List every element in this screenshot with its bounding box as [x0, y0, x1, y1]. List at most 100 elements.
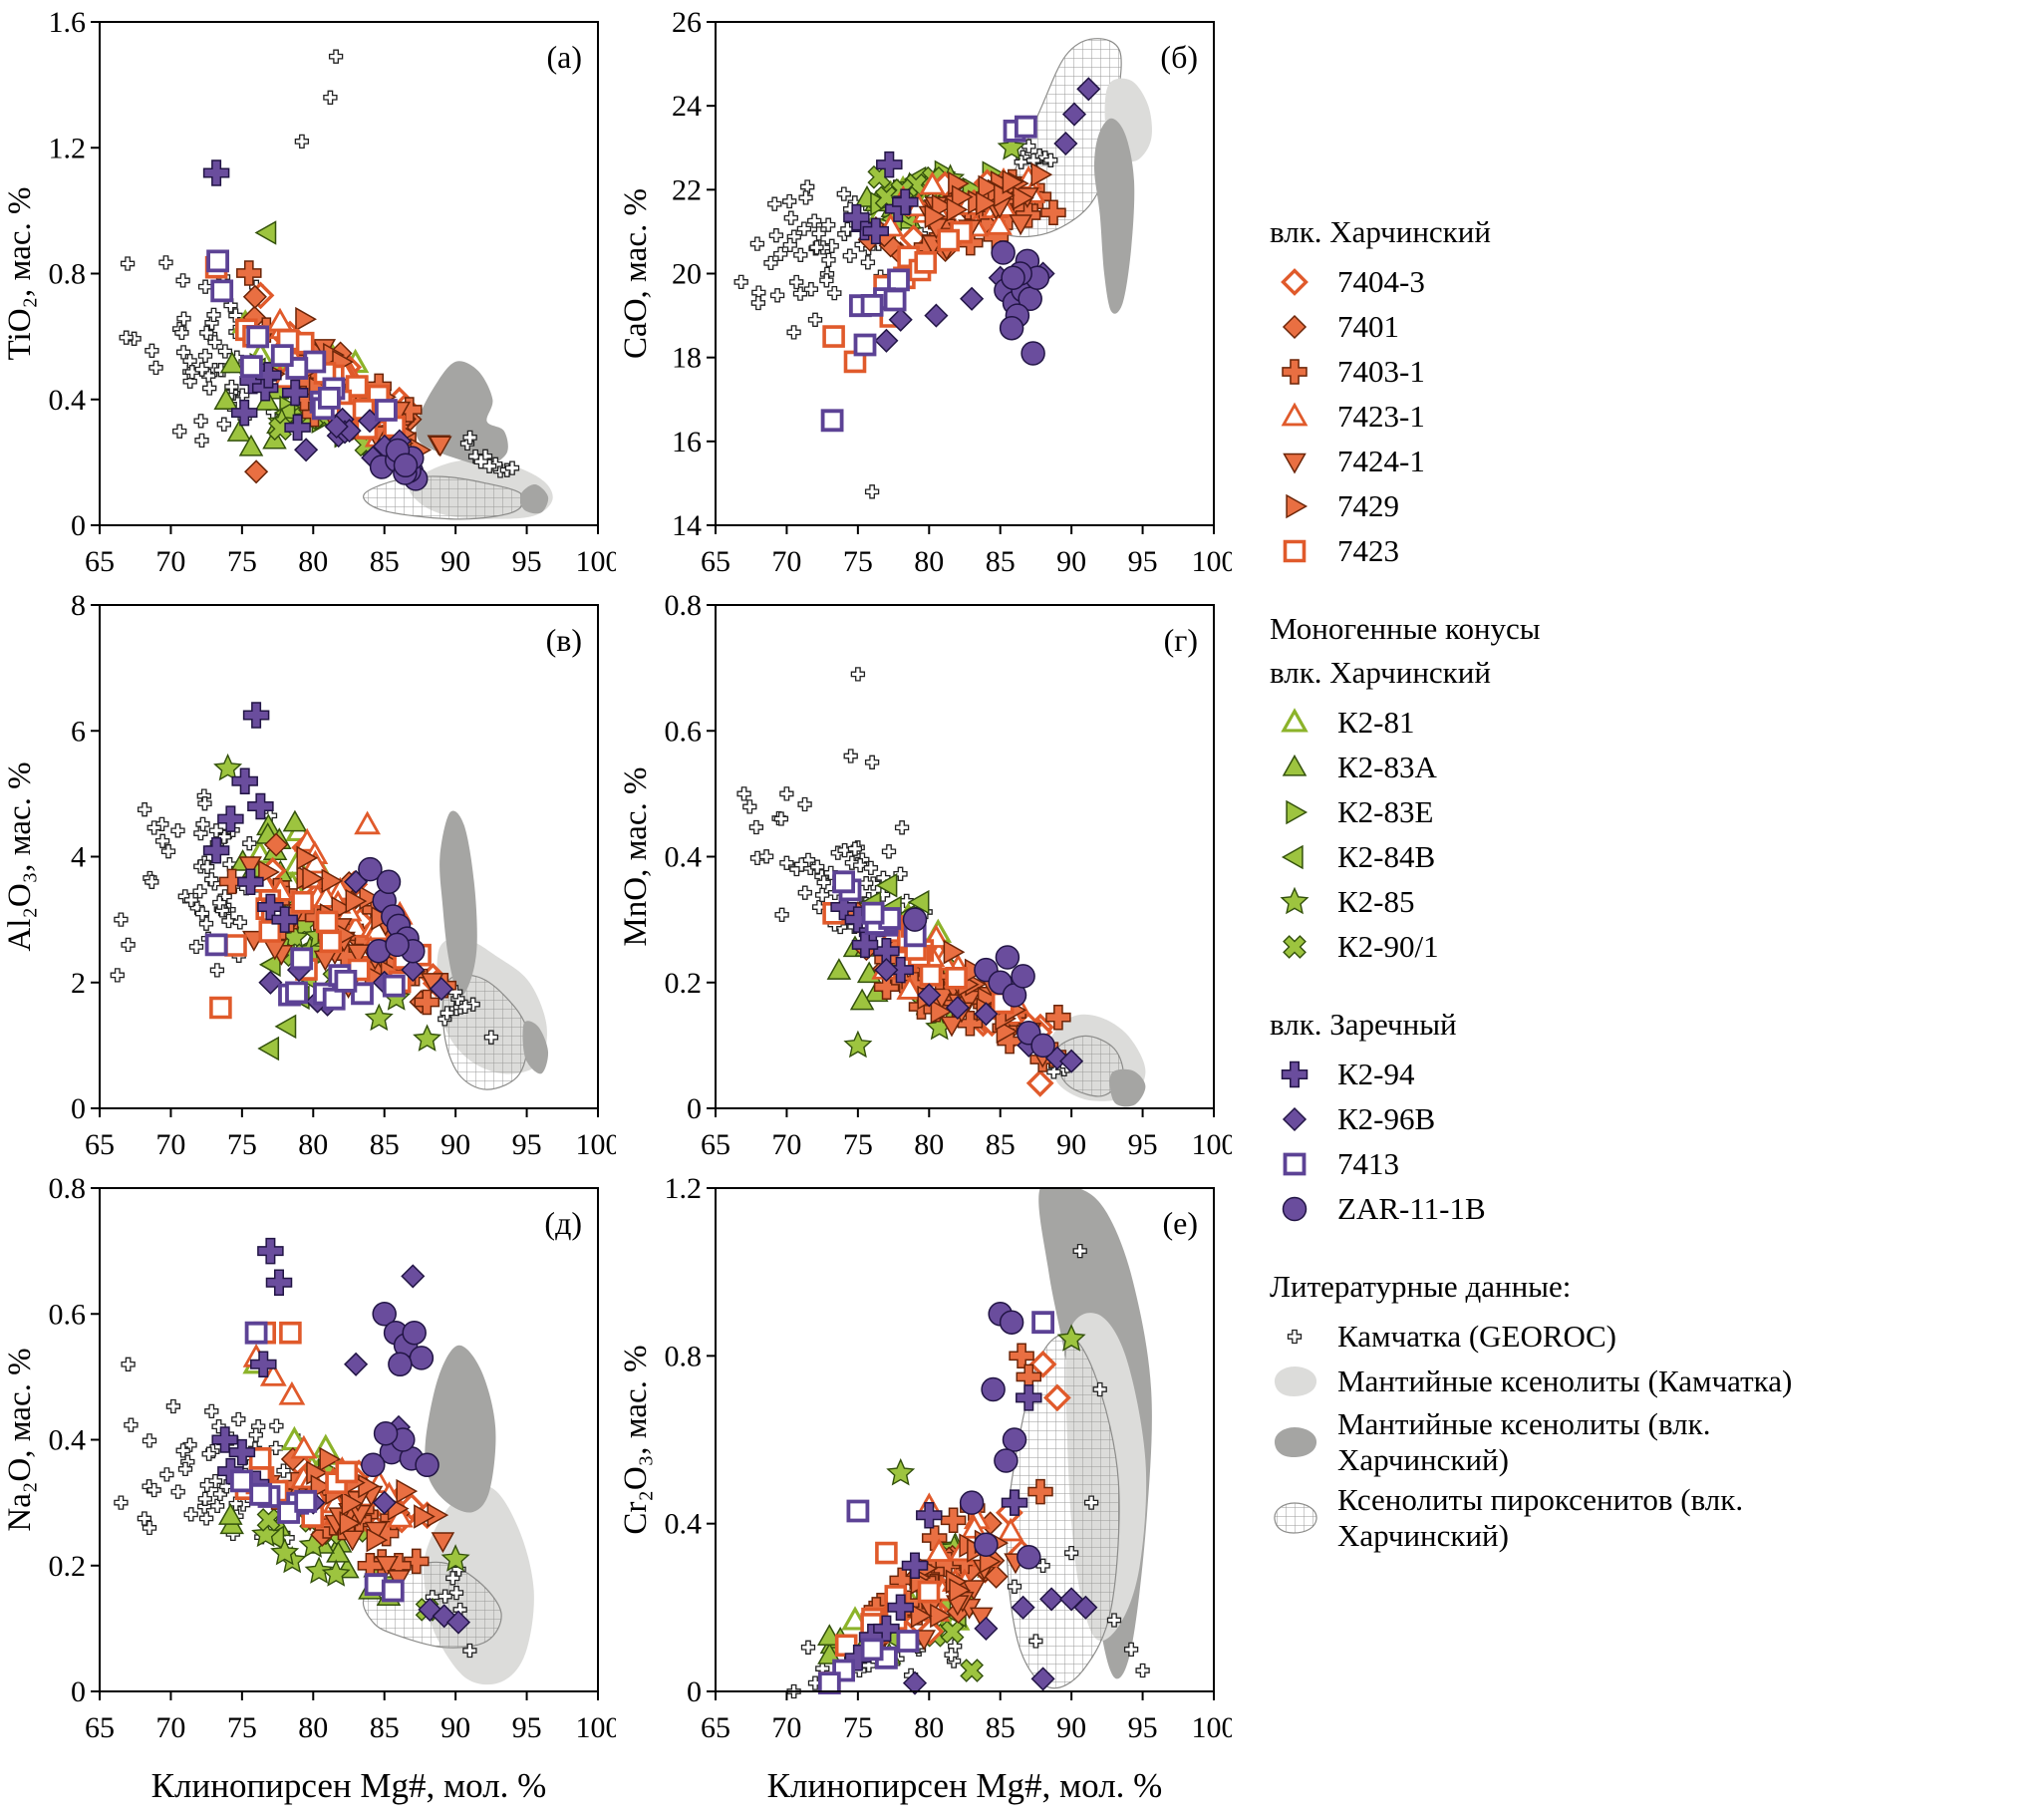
- x-tick-label: 100: [1192, 1128, 1233, 1161]
- x-tick-label: 65: [701, 1128, 730, 1161]
- x-tick-label: 95: [512, 1128, 542, 1161]
- x-tick-label: 85: [986, 1128, 1016, 1161]
- x-tick-label: 85: [986, 1711, 1016, 1744]
- y-tick-label: 0.8: [665, 1340, 703, 1372]
- legend-item: К2-83А: [1268, 748, 2031, 787]
- series-pu-sq-open: [229, 1321, 405, 1603]
- y-tick-label: 0.8: [49, 1172, 87, 1205]
- y-tick-label: 1.2: [665, 1172, 703, 1205]
- panel-b: 65 70 75 80 85 90 95 100 14 16 18 20 22 24 26 CaO, мас.…: [616, 4, 1232, 587]
- field-hatch-icon: [1274, 1502, 1317, 1534]
- y-tick-label: 0.8: [49, 258, 87, 291]
- panel-v: 65 70 75 80 85 90 95 100 0 2 4 6 8 Al₂O₃, мас. % (в): [0, 587, 616, 1170]
- gr-star-icon: [1280, 886, 1310, 915]
- legend-item-label: 7429: [1337, 488, 1399, 524]
- x-tick-label: 70: [155, 545, 185, 578]
- panel-g-series: [736, 667, 1084, 1097]
- panel-a-series: [119, 49, 520, 491]
- x-tick-label: 70: [771, 1128, 801, 1161]
- y-tick-label: 0: [71, 1675, 86, 1708]
- legend: влк. Харчинский 7404-3 7401 7403-1 7423-1 742…: [1232, 0, 2039, 1820]
- x-tick-label: 65: [701, 1711, 730, 1744]
- legend-item: Ксенолиты пироксенитов (влк. Харчинский): [1268, 1482, 2031, 1553]
- panel-d-series: [114, 1237, 477, 1659]
- x-tick-label: 95: [1128, 1128, 1158, 1161]
- legend-item-label: К2-90/1: [1337, 929, 1439, 965]
- x-tick-label: 100: [576, 545, 617, 578]
- series-pu-d: [902, 1587, 1098, 1695]
- y-tick-label: 6: [71, 715, 86, 748]
- field-dark: [425, 1345, 496, 1513]
- x-tick-label: 70: [155, 1128, 185, 1161]
- legend-group-title: Литературные данные:: [1270, 1269, 1572, 1304]
- y-tick-label: 26: [672, 6, 702, 39]
- series-pu-circle: [991, 240, 1050, 366]
- legend-item-label: 7404-3: [1337, 264, 1425, 300]
- series-pu-plus: [843, 151, 919, 245]
- x-tick-label: 75: [843, 1128, 873, 1161]
- legend-group-title: влк. Харчинский: [1270, 214, 1491, 249]
- or-d-open-icon: [1281, 268, 1309, 296]
- x-tick-label: 75: [227, 1128, 257, 1161]
- legend-item-label: Мантийные ксенолиты (влк. Харчинский): [1337, 1406, 1711, 1477]
- x-tick-label: 90: [440, 1711, 470, 1744]
- pu-sq-open-icon: [1283, 1152, 1307, 1176]
- pu-plus-icon: [1281, 1061, 1309, 1088]
- field-dark: [1109, 1068, 1146, 1107]
- panel-g-plot: 65 70 75 80 85 90 95 100 0 0.2 0.4 0.6 0.8 MnO, мас. …: [618, 589, 1233, 1161]
- legend-item: Мантийные ксенолиты (Камчатка): [1268, 1362, 2031, 1401]
- pu-circle-icon: [1282, 1196, 1308, 1222]
- or-tri-right-icon: [1286, 493, 1309, 519]
- legend-item-label: 7413: [1337, 1146, 1399, 1182]
- y-tick-label: 0: [687, 1675, 702, 1708]
- y-axis-title: MnO, мас. %: [618, 766, 654, 946]
- x-tick-label: 65: [85, 1711, 115, 1744]
- gr-tri-right-icon: [1286, 799, 1309, 825]
- legend-item-label: 7401: [1337, 309, 1399, 345]
- y-axis-title: CaO, мас. %: [618, 188, 654, 359]
- x-tick-label: 80: [914, 1128, 944, 1161]
- legend-item-label: 7403-1: [1337, 354, 1425, 390]
- series-pu-circle: [361, 1302, 439, 1477]
- y-tick-label: 0.6: [665, 715, 703, 748]
- legend-item-label: К2-85: [1337, 884, 1415, 920]
- y-tick-label: 0.4: [665, 841, 703, 874]
- x-tick-label: 85: [986, 545, 1016, 578]
- panel-e-fields: [1006, 1188, 1152, 1689]
- charts-grid: 65 70 75 80 85 90 95 100 0 0.4 0.8 1.2 1.6 TiO₂, мас.…: [0, 4, 1233, 1805]
- field-dark: [439, 810, 477, 997]
- legend-item-label: 7423-1: [1337, 399, 1425, 435]
- x-tick-label: 65: [701, 545, 730, 578]
- or-tri-down-icon: [1283, 453, 1307, 474]
- x-tick-label: 95: [1128, 545, 1158, 578]
- x-tick-label: 90: [1056, 545, 1086, 578]
- x-tick-label: 90: [1056, 1128, 1086, 1161]
- y-tick-label: 22: [672, 173, 702, 206]
- legend-item: 7404-3: [1268, 262, 2031, 302]
- legend-item: К2-90/1: [1268, 927, 2031, 967]
- legend-item: 7424-1: [1268, 442, 2031, 481]
- x-axis-title: Клинопирсен Mg#, мол. %: [151, 1766, 547, 1805]
- series-or-tri-right: [924, 161, 1053, 229]
- y-axis-title: Na₂O, мас. %: [2, 1348, 38, 1531]
- y-tick-label: 20: [672, 258, 702, 291]
- field-dark: [1093, 118, 1135, 314]
- legend-item-label: К2-83А: [1337, 750, 1437, 785]
- x-tick-label: 65: [85, 545, 115, 578]
- legend-item: 7423: [1268, 531, 2031, 571]
- x-tick-label: 85: [370, 1711, 400, 1744]
- panel-e-plot: 65 70 75 80 85 90 95 100 0 0.4 0.8 1.2 Cr₂O₃, мас. %…: [618, 1172, 1232, 1805]
- y-tick-label: 0: [71, 1092, 86, 1125]
- series-pu-sq-open: [204, 933, 406, 1011]
- panel-b-series: [733, 77, 1101, 499]
- y-tick-label: 4: [71, 841, 86, 874]
- legend-item: 7403-1: [1268, 352, 2031, 392]
- pu-d-icon: [1282, 1106, 1308, 1132]
- legend-item-label: ZAR-11-1В: [1337, 1191, 1486, 1227]
- x-tick-label: 100: [576, 1128, 617, 1161]
- series-georoc: [736, 667, 933, 935]
- legend-item-label: Камчатка (GEOROC): [1337, 1319, 1616, 1355]
- x-tick-label: 100: [1192, 545, 1233, 578]
- y-tick-label: 14: [672, 509, 702, 542]
- gr-x-icon: [1283, 935, 1307, 959]
